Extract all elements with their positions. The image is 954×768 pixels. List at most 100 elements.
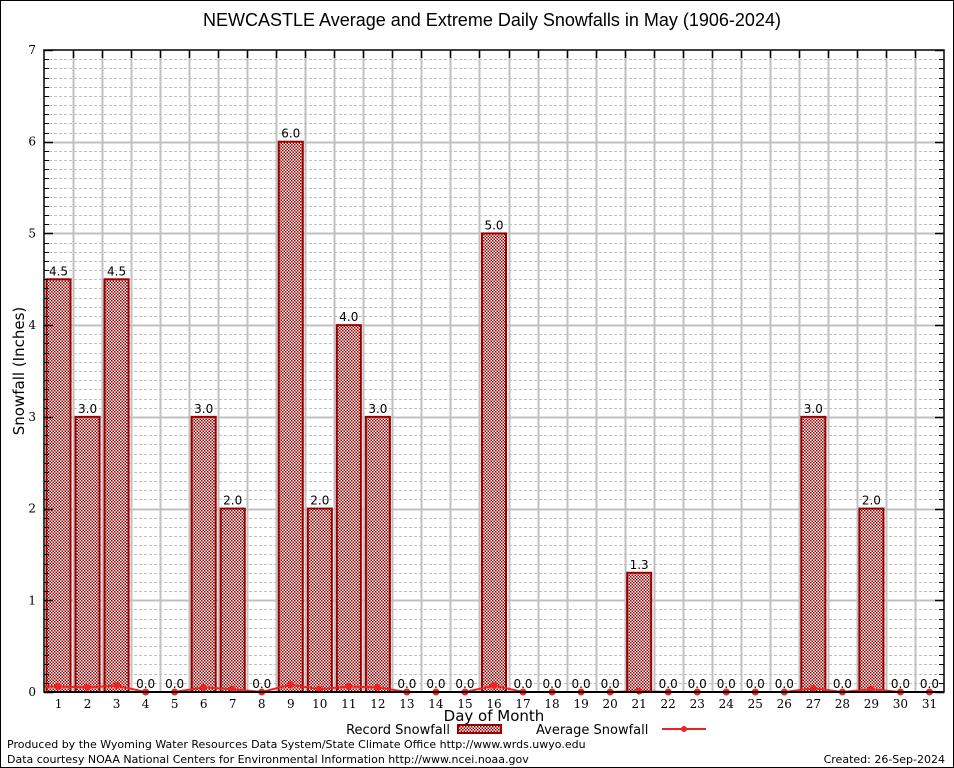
x-tick-label: 23: [690, 697, 705, 711]
bar-value-label: 0.0: [136, 677, 155, 691]
record-bar: [103, 278, 130, 693]
x-tick-label: 10: [312, 697, 327, 711]
x-tick-label: 27: [806, 697, 821, 711]
average-point: [55, 682, 63, 690]
average-point: [287, 681, 295, 689]
x-tick-label: 11: [341, 697, 356, 711]
record-bar: [480, 232, 508, 694]
bar-value-label: 3.0: [78, 402, 97, 416]
record-bar: [219, 507, 246, 694]
bar-value-label: 3.0: [368, 402, 387, 416]
bar-value-label: 0.0: [165, 677, 184, 691]
footer-credit-data: Data courtesy NOAA National Centers for …: [7, 753, 529, 766]
y-tick-label: 6: [28, 135, 36, 149]
average-point: [345, 682, 353, 690]
legend-label-record: Record Snowfall: [346, 723, 450, 738]
record-bar: [74, 415, 101, 693]
x-tick-labels: 1 2 3 4 5 6 7 8 9 10 11 12 13 14 15 16 17 18 19 20 21 22 23 24 2…: [55, 697, 937, 711]
x-tick-label: 6: [200, 697, 208, 711]
average-point: [113, 682, 121, 690]
bar-labels: 4.5 3.0 4.5 0.0 0.0 3.0 2.0 0.0 6.0 2.0 4.0 3.0 0.0 0…: [49, 127, 939, 691]
bar-value-label: 0.0: [543, 677, 562, 691]
x-tick-label: 18: [544, 697, 559, 711]
bar-value-label: 0.0: [426, 677, 445, 691]
record-bar: [306, 507, 333, 694]
bar-value-label: 3.0: [804, 402, 823, 416]
bar-value-label: 1.3: [630, 558, 649, 572]
x-tick-label: 24: [719, 697, 735, 711]
bar-value-label: 2.0: [310, 494, 329, 508]
y-tick-label: 4: [28, 318, 36, 332]
bar-value-label: 2.0: [223, 494, 242, 508]
x-tick-label: 19: [573, 697, 588, 711]
x-tick-label: 14: [428, 697, 444, 711]
x-tick-label: 15: [457, 697, 472, 711]
bar-value-label: 0.0: [397, 677, 416, 691]
bar-value-label: 5.0: [484, 218, 503, 232]
bar-value-label: 0.0: [717, 677, 736, 691]
x-axis-label: Day of Month: [444, 707, 545, 725]
bar-value-label: 0.0: [746, 677, 765, 691]
record-bar: [858, 507, 885, 694]
x-tick-label: 17: [515, 697, 530, 711]
bar-value-label: 4.0: [339, 310, 358, 324]
bar-value-label: 0.0: [601, 677, 620, 691]
y-tick-label: 1: [28, 593, 36, 607]
legend-swatch-record: [457, 724, 502, 734]
x-tick-label: 29: [864, 697, 879, 711]
record-bar: [277, 140, 304, 693]
x-tick-label: 31: [922, 697, 937, 711]
y-axis-label: Snowfall (Inches): [10, 307, 28, 435]
average-point: [229, 685, 237, 693]
x-tick-label: 5: [171, 697, 179, 711]
bar-value-label: 3.0: [194, 402, 213, 416]
x-tick-label: 8: [258, 697, 266, 711]
x-tick-label: 7: [229, 697, 237, 711]
bar-value-label: 2.0: [862, 494, 881, 508]
average-point: [200, 683, 208, 691]
x-tick-label: 9: [287, 697, 295, 711]
footer-created-date: Created: 26-Sep-2024: [824, 753, 945, 766]
x-tick-label: 13: [399, 697, 414, 711]
bar-value-label: 6.0: [281, 127, 300, 141]
legend-swatch-average-marker: [681, 726, 687, 732]
y-tick-label: 0: [28, 685, 36, 699]
y-tick-label: 7: [28, 43, 36, 57]
x-tick-label: 25: [748, 697, 763, 711]
average-point: [867, 685, 875, 693]
average-point: [809, 684, 817, 692]
bar-value-label: 0.0: [659, 677, 678, 691]
y-tick-label: 2: [28, 502, 36, 516]
record-bar: [190, 415, 217, 693]
record-bar: [45, 278, 72, 693]
legend: Record Snowfall Average Snowfall: [346, 723, 706, 738]
bar-value-label: 0.0: [920, 677, 939, 691]
y-tick-label: 5: [28, 226, 36, 240]
x-tick-label: 22: [661, 697, 676, 711]
axes: [43, 49, 945, 694]
average-point: [490, 682, 498, 690]
x-tick-label: 1: [55, 697, 63, 711]
x-tick-label: 12: [370, 697, 385, 711]
x-tick-label: 28: [835, 697, 850, 711]
x-tick-label: 30: [893, 697, 908, 711]
x-tick-label: 16: [486, 697, 501, 711]
average-point: [316, 685, 324, 693]
x-tick-label: 4: [142, 697, 150, 711]
bar-value-label: 0.0: [455, 677, 474, 691]
legend-label-average: Average Snowfall: [536, 723, 648, 738]
bar-value-label: 0.0: [775, 677, 794, 691]
bar-value-label: 4.5: [49, 264, 68, 278]
x-tick-label: 2: [84, 697, 92, 711]
bar-value-label: 0.0: [572, 677, 591, 691]
x-tick-label: 21: [632, 697, 647, 711]
bar-value-label: 0.0: [891, 677, 910, 691]
x-tick-label: 20: [602, 697, 617, 711]
chart-title: NEWCASTLE Average and Extreme Daily Snow…: [203, 10, 781, 30]
bar-value-label: 0.0: [688, 677, 707, 691]
average-point: [84, 683, 92, 691]
record-bar: [364, 415, 391, 693]
record-bar: [335, 324, 362, 693]
